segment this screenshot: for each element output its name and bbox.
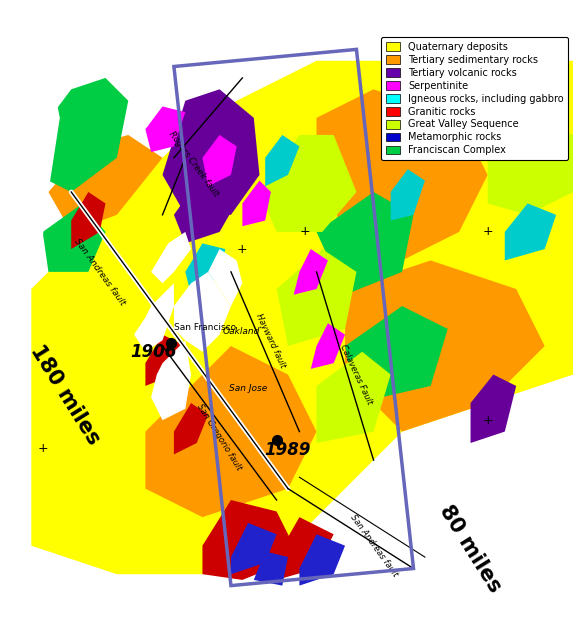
- Polygon shape: [208, 249, 242, 306]
- Text: San Andreas fault: San Andreas fault: [73, 237, 127, 307]
- Polygon shape: [134, 283, 174, 352]
- Polygon shape: [259, 135, 357, 232]
- Polygon shape: [3, 32, 54, 289]
- Polygon shape: [174, 272, 231, 352]
- Polygon shape: [294, 249, 328, 295]
- Polygon shape: [3, 61, 60, 289]
- Polygon shape: [31, 61, 573, 574]
- Text: +: +: [300, 225, 310, 238]
- Polygon shape: [174, 157, 242, 243]
- Polygon shape: [242, 180, 271, 226]
- Text: +: +: [482, 225, 493, 238]
- Polygon shape: [265, 135, 300, 186]
- Polygon shape: [145, 346, 317, 517]
- Text: 1989: 1989: [265, 441, 311, 459]
- Text: 1906: 1906: [131, 343, 177, 361]
- Polygon shape: [345, 306, 448, 403]
- Text: San Jose: San Jose: [229, 384, 267, 393]
- Polygon shape: [231, 523, 276, 574]
- Polygon shape: [311, 323, 345, 369]
- Text: +: +: [37, 442, 48, 455]
- Text: 80 miles: 80 miles: [436, 501, 505, 596]
- Polygon shape: [43, 203, 105, 272]
- Text: +: +: [237, 243, 248, 255]
- Polygon shape: [254, 551, 288, 585]
- Text: San Francisco: San Francisco: [174, 323, 236, 331]
- Polygon shape: [185, 243, 225, 295]
- Text: Oakland: Oakland: [222, 327, 260, 336]
- Polygon shape: [391, 169, 425, 220]
- Polygon shape: [345, 260, 545, 432]
- Text: 180 miles: 180 miles: [27, 341, 104, 448]
- Polygon shape: [162, 90, 259, 215]
- Polygon shape: [317, 90, 488, 260]
- Text: San Gregorio fault: San Gregorio fault: [195, 403, 244, 472]
- Polygon shape: [37, 78, 128, 192]
- Polygon shape: [151, 232, 191, 283]
- Polygon shape: [300, 534, 345, 585]
- Polygon shape: [505, 203, 556, 260]
- Polygon shape: [71, 192, 105, 249]
- Polygon shape: [145, 107, 185, 152]
- Polygon shape: [145, 335, 185, 386]
- Polygon shape: [471, 375, 516, 443]
- Text: San Andreas fault: San Andreas fault: [348, 513, 399, 578]
- Polygon shape: [202, 500, 300, 580]
- Polygon shape: [488, 118, 573, 215]
- Polygon shape: [174, 403, 208, 455]
- Text: Rogers Creek fault: Rogers Creek fault: [167, 130, 221, 197]
- Polygon shape: [151, 340, 191, 420]
- Polygon shape: [276, 249, 357, 346]
- Text: Calaveras Fault: Calaveras Fault: [339, 343, 374, 406]
- Text: Hayward fault: Hayward fault: [255, 312, 287, 369]
- Polygon shape: [317, 352, 391, 443]
- Legend: Quaternary deposits, Tertiary sedimentary rocks, Tertiary volcanic rocks, Serpen: Quaternary deposits, Tertiary sedimentar…: [381, 37, 569, 160]
- Polygon shape: [202, 135, 237, 186]
- Polygon shape: [276, 517, 334, 580]
- Polygon shape: [48, 135, 162, 232]
- Polygon shape: [317, 192, 414, 295]
- Text: +: +: [482, 413, 493, 427]
